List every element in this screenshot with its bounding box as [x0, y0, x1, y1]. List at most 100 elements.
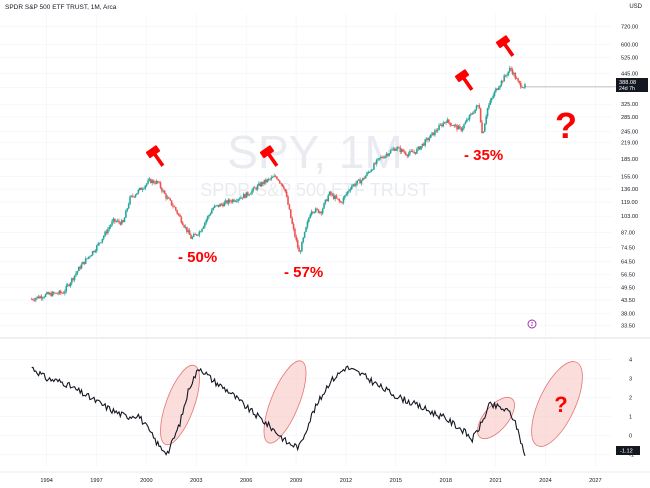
- candle-body: [129, 196, 131, 205]
- candle-body: [420, 146, 422, 150]
- watermark-name: SPDR S&P 500 ETF TRUST: [200, 180, 429, 200]
- candle-body: [159, 182, 162, 188]
- price-tick-label: 64.50: [621, 260, 635, 266]
- price-tick-label: 219.00: [621, 141, 638, 147]
- indicator-badge: -1.12: [616, 446, 640, 455]
- candle-body: [363, 177, 366, 179]
- highlight-ellipse: [263, 360, 307, 444]
- candle-body: [395, 148, 397, 151]
- candle-body: [294, 229, 296, 237]
- candle-body: [468, 114, 471, 120]
- candle-body: [170, 200, 173, 206]
- candle-body: [30, 298, 33, 300]
- price-tick-label: 720.00: [621, 25, 638, 31]
- candle-body: [53, 292, 55, 294]
- candle-body: [211, 210, 213, 214]
- candle-body: [202, 226, 205, 229]
- candle-body: [413, 152, 415, 153]
- candle-body: [47, 292, 50, 295]
- candle-body: [97, 243, 99, 246]
- candle-body: [32, 299, 34, 300]
- candle-body: [154, 182, 156, 184]
- candle-body: [331, 194, 334, 196]
- candle-body: [296, 240, 299, 248]
- candle-body: [50, 292, 52, 297]
- candle-body: [195, 234, 198, 236]
- candle-body: [514, 73, 517, 79]
- candle-body: [474, 109, 476, 113]
- candle-body: [90, 255, 93, 257]
- candle-body: [515, 78, 518, 80]
- candle-body: [366, 172, 368, 176]
- candle-body: [435, 130, 438, 132]
- candle-body: [192, 234, 195, 237]
- candle-body: [289, 209, 292, 218]
- time-tick-label: 2000: [140, 478, 152, 484]
- candle-body: [292, 223, 295, 230]
- candle-body: [337, 198, 339, 200]
- candle-body: [94, 250, 97, 252]
- candle-body: [95, 245, 98, 251]
- indicator-highlights: [160, 360, 583, 447]
- oscillator-line: [31, 365, 526, 456]
- hammer-icon: [495, 35, 515, 57]
- candle-body: [477, 105, 479, 107]
- candle-body: [517, 78, 519, 81]
- candle-body: [309, 214, 311, 219]
- candle-body: [62, 292, 65, 294]
- candle-body: [36, 296, 39, 299]
- price-tick-label: 445.00: [621, 72, 638, 78]
- candle-body: [320, 211, 323, 214]
- candle-body: [208, 214, 210, 217]
- candle-body: [504, 75, 507, 77]
- candle-body: [493, 91, 496, 96]
- candle-body: [245, 192, 248, 198]
- candle-body: [432, 132, 435, 136]
- oscillator-tick-label: 3: [629, 377, 632, 383]
- candle-body: [280, 182, 282, 184]
- candle-body: [141, 189, 144, 190]
- candle-body: [405, 152, 407, 155]
- candle-body: [381, 157, 384, 158]
- candle-body: [215, 205, 217, 207]
- price-candles: [30, 65, 616, 303]
- candle-body: [122, 220, 124, 223]
- candle-body: [216, 204, 219, 206]
- symbol-marker[interactable]: 2: [527, 319, 537, 329]
- candle-body: [332, 194, 335, 200]
- candle-body: [360, 180, 363, 184]
- candle-body: [479, 108, 482, 123]
- price-tick-label: 185.00: [621, 157, 638, 163]
- candle-body: [499, 85, 501, 88]
- candle-body: [450, 125, 453, 126]
- candle-body: [370, 170, 372, 172]
- candle-body: [115, 221, 117, 223]
- candle-body: [83, 261, 86, 264]
- candle-body: [116, 220, 119, 222]
- candle-body: [173, 206, 176, 208]
- candle-body: [355, 183, 357, 186]
- time-tick-label: 2012: [340, 478, 352, 484]
- candle-body: [359, 179, 361, 184]
- candle-body: [209, 213, 212, 215]
- watermark-ticker: SPY, 1M: [227, 126, 403, 178]
- candle-body: [464, 122, 467, 125]
- candle-body: [446, 119, 449, 124]
- price-tick-label: 245.00: [621, 130, 638, 136]
- candle-body: [465, 119, 468, 123]
- candle-body: [137, 189, 140, 194]
- highlight-ellipse: [531, 361, 583, 447]
- candle-body: [368, 171, 371, 173]
- time-axis-labels: 1994 1997 2000 2003 2006 2009 2012 2015 2018 2021…: [40, 478, 601, 484]
- oscillator-pane: [31, 365, 526, 456]
- candle-body: [181, 222, 184, 226]
- candle-body: [125, 210, 127, 218]
- candle-body: [411, 151, 414, 153]
- candle-body: [104, 231, 106, 237]
- candle-body: [478, 105, 481, 109]
- candle-body: [410, 151, 413, 152]
- candle-body: [65, 285, 68, 292]
- time-tick-label: 2006: [240, 478, 252, 484]
- candle-body: [168, 197, 170, 199]
- candle-body: [439, 124, 442, 126]
